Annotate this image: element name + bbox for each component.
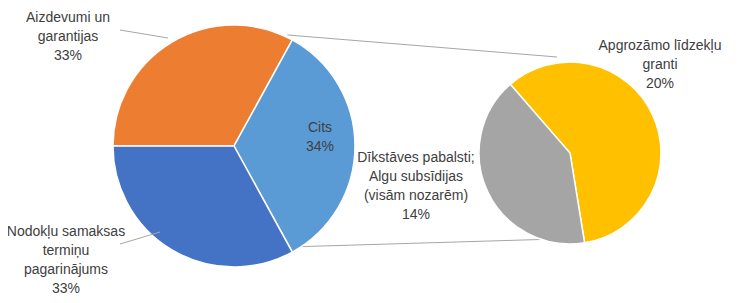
svg-text:Apgrozāmo līdzekļugranti20%: Apgrozāmo līdzekļugranti20% <box>599 37 722 91</box>
svg-text:Aizdevumi ungarantijas33%: Aizdevumi ungarantijas33% <box>26 9 110 63</box>
svg-text:Cits34%: Cits34% <box>306 119 334 154</box>
svg-text:Nodokļu samaksastermiņupagarin: Nodokļu samaksastermiņupagarinājums33% <box>8 223 125 295</box>
svg-text:Dīkstāves pabalsti;Algu subsīd: Dīkstāves pabalsti;Algu subsīdijas(visām… <box>357 149 475 222</box>
